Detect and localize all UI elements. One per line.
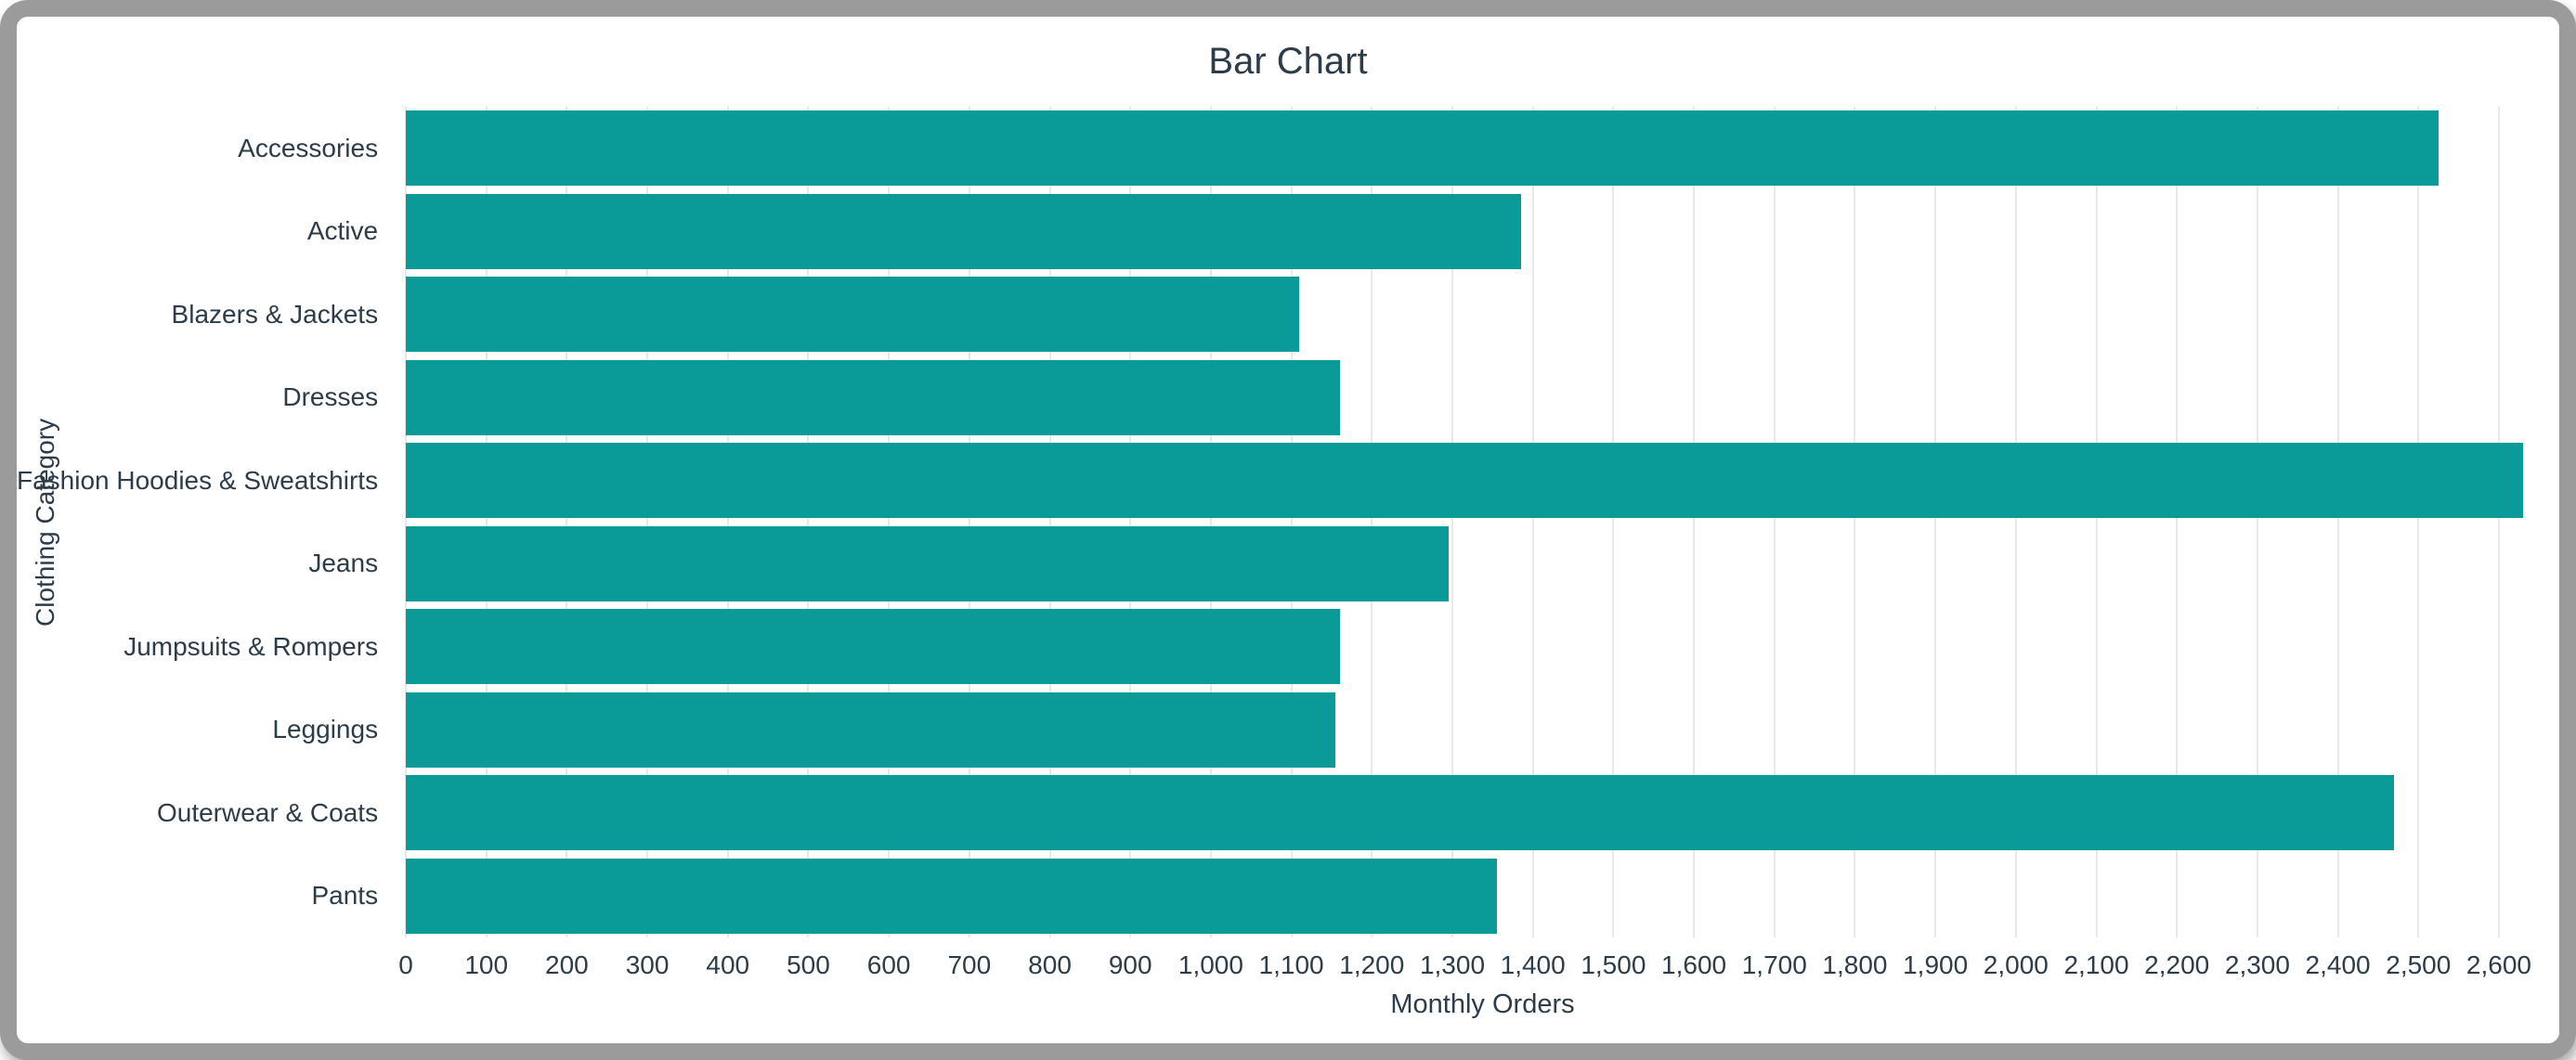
gridline (1048, 107, 1051, 937)
bar-blazers-jackets[interactable] (406, 277, 1300, 353)
bar-row (406, 273, 2559, 356)
gridline (1773, 107, 1776, 937)
gridline (2014, 107, 2017, 937)
bar-jumpsuits-rompers[interactable] (406, 609, 1340, 685)
x-tick-label: 2,400 (2305, 950, 2371, 979)
x-tick-label: 2,600 (2465, 950, 2532, 979)
gridline (1612, 107, 1615, 937)
category-label: Blazers & Jackets (171, 299, 379, 329)
gridline (2497, 107, 2500, 937)
gridline (2176, 107, 2179, 937)
gridline (405, 107, 407, 937)
x-tick-label: 1,500 (1581, 950, 1646, 979)
x-tick-label: 800 (1028, 950, 1072, 979)
x-axis-ticks: 0 100 200 300 400 500 600 700 800 900 1,000 1,100 1,… (398, 945, 2559, 986)
x-tick-label: 1,800 (1822, 950, 1888, 979)
gridline (2336, 107, 2339, 937)
x-tick-label: 1,200 (1339, 950, 1405, 979)
gridline (1854, 107, 1856, 937)
gridline (2095, 107, 2098, 937)
category-label: Leggings (272, 715, 379, 744)
category-label: Pants (311, 881, 379, 911)
bar-row (406, 356, 2559, 440)
gridline (1693, 107, 1696, 937)
gridline (646, 107, 649, 937)
gridline (1129, 107, 1132, 937)
x-tick-label: 2,100 (2063, 950, 2129, 979)
category-label: Jumpsuits & Rompers (124, 631, 379, 661)
gridline (2417, 107, 2420, 937)
gridline (1371, 107, 1373, 937)
gridlines (405, 107, 2559, 937)
bar-row (406, 439, 2559, 523)
x-tick-label: 2,300 (2224, 950, 2290, 979)
gridline (485, 107, 488, 937)
bar-rows (406, 107, 2559, 937)
bar-row (406, 523, 2559, 606)
x-tick-label: 300 (625, 950, 670, 979)
bar-row (406, 771, 2559, 855)
bar-accessories[interactable] (406, 110, 2439, 187)
x-tick-label: 2,500 (2386, 950, 2452, 979)
bar-row (406, 190, 2559, 274)
gridline (1290, 107, 1293, 937)
x-tick-label: 1,900 (1903, 950, 1969, 979)
category-label: Active (306, 216, 379, 246)
bar-dresses[interactable] (406, 359, 1340, 435)
x-tick-label: 1,300 (1419, 950, 1486, 979)
x-tick-label: 2,000 (1983, 950, 2049, 979)
x-tick-label: 1,100 (1258, 950, 1324, 979)
gridline (968, 107, 970, 937)
x-tick-label: 1,700 (1741, 950, 1807, 979)
bar-row (406, 605, 2559, 689)
x-tick-label: 700 (947, 950, 992, 979)
category-label: Accessories (238, 133, 379, 162)
gridline (2256, 107, 2258, 937)
gridline (726, 107, 729, 937)
category-label: Jeans (308, 549, 379, 578)
bar-outerwear-coats[interactable] (406, 775, 2395, 851)
category-label: Outerwear & Coats (156, 797, 379, 827)
x-tick-label: 600 (866, 950, 911, 979)
category-label: Fashion Hoodies & Sweatshirts (17, 465, 379, 495)
gridline (1209, 107, 1212, 937)
x-tick-label: 2,200 (2144, 950, 2210, 979)
x-tick-label: 1,600 (1661, 950, 1727, 979)
x-tick-label: 100 (464, 950, 509, 979)
bar-row (406, 107, 2559, 190)
bar-leggings[interactable] (406, 692, 1336, 768)
plot-area (405, 107, 2559, 937)
chart-title: Bar Chart (1208, 41, 1368, 82)
bar-active[interactable] (406, 193, 1521, 269)
gridline (1531, 107, 1534, 937)
bar-row (406, 689, 2559, 772)
category-label: Dresses (282, 382, 379, 412)
gridline (566, 107, 568, 937)
bar-fashion-hoodies-sweatshirts[interactable] (406, 443, 2523, 519)
y-axis-labels: Accessories Active Blazers & Jackets Dresse… (17, 107, 378, 937)
x-tick-label: 1,000 (1177, 950, 1243, 979)
gridline (807, 107, 810, 937)
gridline (888, 107, 891, 937)
x-tick-label: 0 (398, 950, 413, 979)
bar-row (406, 855, 2559, 938)
x-tick-label: 400 (706, 950, 750, 979)
x-axis-title: Monthly Orders (1390, 989, 1575, 1019)
x-tick-label: 900 (1108, 950, 1152, 979)
gridline (1451, 107, 1453, 937)
x-tick-label: 1,400 (1500, 950, 1566, 979)
bar-pants[interactable] (406, 858, 1497, 934)
x-tick-label: 500 (787, 950, 830, 979)
x-tick-label: 200 (545, 950, 589, 979)
bar-jeans[interactable] (406, 525, 1449, 601)
gridline (1934, 107, 1937, 937)
